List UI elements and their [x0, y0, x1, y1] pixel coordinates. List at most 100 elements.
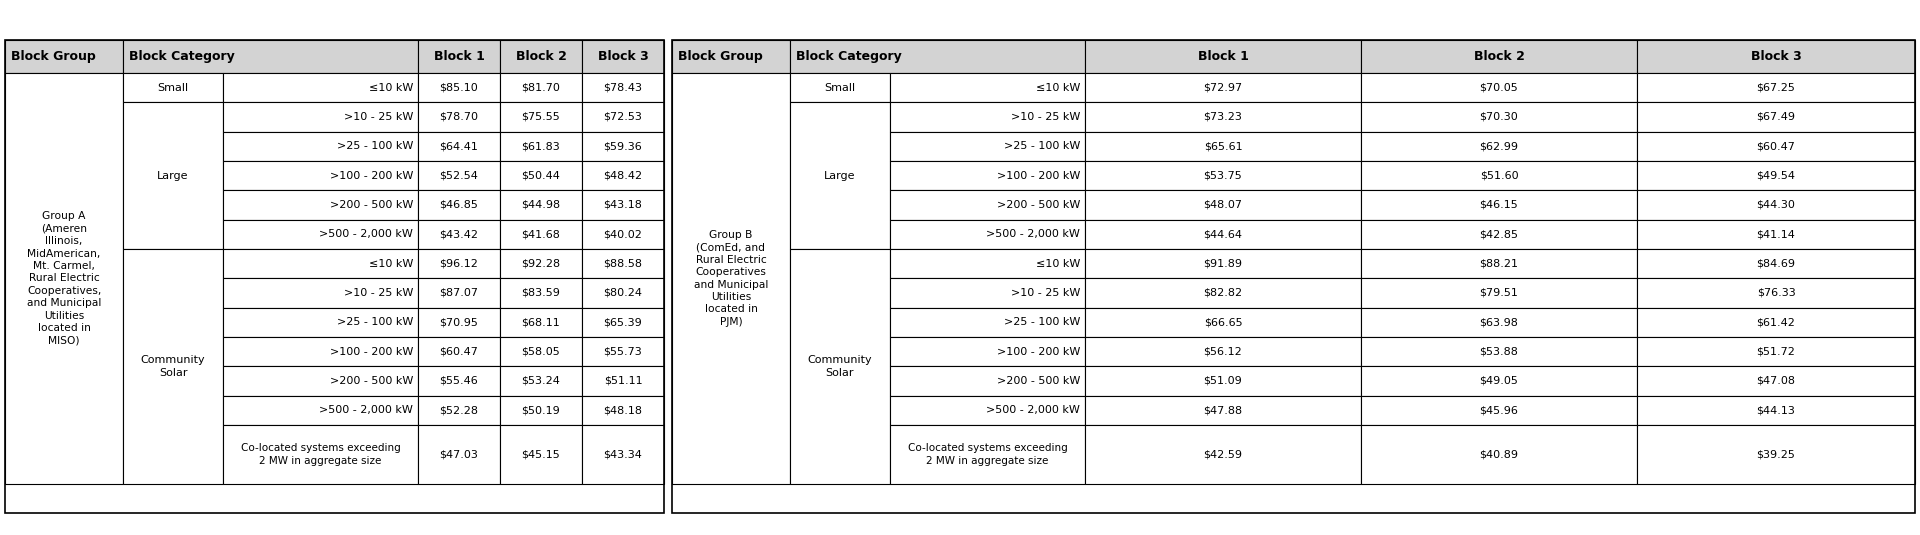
Text: $44.30: $44.30	[1757, 200, 1795, 210]
Text: >25 - 100 kW: >25 - 100 kW	[336, 317, 413, 327]
Bar	[582, 337, 664, 366]
Bar	[499, 366, 582, 396]
Text: >10 - 25 kW: >10 - 25 kW	[1010, 112, 1079, 122]
Text: $41.14: $41.14	[1757, 230, 1795, 239]
Text: ≤10 kW: ≤10 kW	[1035, 258, 1079, 269]
Bar	[499, 308, 582, 337]
Bar	[499, 396, 582, 425]
Text: Large: Large	[157, 171, 188, 181]
Text: $80.24: $80.24	[603, 288, 643, 298]
Text: $62.99: $62.99	[1480, 141, 1519, 151]
Text: $72.53: $72.53	[603, 112, 643, 122]
Bar	[1361, 73, 1638, 102]
Text: >100 - 200 kW: >100 - 200 kW	[330, 347, 413, 357]
Bar	[223, 161, 419, 190]
Text: ≤10 kW: ≤10 kW	[369, 83, 413, 93]
Bar	[789, 249, 891, 484]
Bar	[1638, 308, 1914, 337]
Bar	[1085, 396, 1361, 425]
Text: $88.58: $88.58	[603, 258, 643, 269]
Text: >25 - 100 kW: >25 - 100 kW	[336, 141, 413, 151]
Bar	[672, 40, 789, 73]
Bar	[891, 278, 1085, 308]
Bar	[1638, 40, 1914, 73]
Text: Block Category: Block Category	[797, 50, 902, 63]
Text: $46.85: $46.85	[440, 200, 478, 210]
Text: Block 3: Block 3	[597, 50, 649, 63]
Text: $43.34: $43.34	[603, 449, 643, 460]
Bar	[891, 425, 1085, 484]
Bar	[1638, 396, 1914, 425]
Text: $44.13: $44.13	[1757, 406, 1795, 415]
Text: $65.39: $65.39	[603, 317, 643, 327]
Bar	[419, 308, 499, 337]
Bar	[1361, 190, 1638, 220]
Text: $48.42: $48.42	[603, 171, 643, 181]
Bar	[1361, 366, 1638, 396]
Text: $45.96: $45.96	[1480, 406, 1519, 415]
Bar	[1638, 425, 1914, 484]
Bar	[582, 425, 664, 484]
Text: Small: Small	[157, 83, 188, 93]
Text: >10 - 25 kW: >10 - 25 kW	[344, 288, 413, 298]
Bar	[223, 220, 419, 249]
Text: $96.12: $96.12	[440, 258, 478, 269]
Bar	[582, 161, 664, 190]
Text: $75.55: $75.55	[522, 112, 561, 122]
Text: $55.73: $55.73	[603, 347, 643, 357]
Bar	[419, 337, 499, 366]
Bar	[1361, 308, 1638, 337]
Bar	[1085, 102, 1361, 132]
Text: $67.25: $67.25	[1757, 83, 1795, 93]
Text: $72.97: $72.97	[1204, 83, 1242, 93]
Bar	[582, 190, 664, 220]
Text: >500 - 2,000 kW: >500 - 2,000 kW	[987, 406, 1079, 415]
Bar	[1085, 366, 1361, 396]
Bar	[1361, 220, 1638, 249]
Bar	[1638, 366, 1914, 396]
Text: >25 - 100 kW: >25 - 100 kW	[1004, 317, 1079, 327]
Bar	[123, 102, 223, 249]
Text: Block Category: Block Category	[129, 50, 234, 63]
Bar	[582, 73, 664, 102]
Text: $44.98: $44.98	[522, 200, 561, 210]
Bar	[789, 40, 1085, 73]
Bar	[891, 308, 1085, 337]
Text: $42.59: $42.59	[1204, 449, 1242, 460]
Text: $40.89: $40.89	[1480, 449, 1519, 460]
Text: Block 1: Block 1	[434, 50, 484, 63]
Text: >200 - 500 kW: >200 - 500 kW	[330, 200, 413, 210]
Bar	[419, 73, 499, 102]
Text: >500 - 2,000 kW: >500 - 2,000 kW	[987, 230, 1079, 239]
Bar	[223, 73, 419, 102]
Bar	[6, 40, 123, 73]
Bar	[1085, 73, 1361, 102]
Text: $43.42: $43.42	[440, 230, 478, 239]
Text: $46.15: $46.15	[1480, 200, 1519, 210]
Bar	[223, 425, 419, 484]
Text: Small: Small	[824, 83, 856, 93]
Text: $63.98: $63.98	[1480, 317, 1519, 327]
Bar	[1638, 132, 1914, 161]
Text: $53.75: $53.75	[1204, 171, 1242, 181]
Bar	[419, 40, 499, 73]
Bar	[582, 132, 664, 161]
Bar	[419, 132, 499, 161]
Bar	[891, 161, 1085, 190]
Bar	[419, 396, 499, 425]
Text: $45.15: $45.15	[522, 449, 561, 460]
Bar	[499, 190, 582, 220]
Text: $59.36: $59.36	[603, 141, 643, 151]
Bar	[582, 396, 664, 425]
Text: $73.23: $73.23	[1204, 112, 1242, 122]
Text: ≤10 kW: ≤10 kW	[1035, 83, 1079, 93]
Text: $78.70: $78.70	[440, 112, 478, 122]
Bar	[1361, 102, 1638, 132]
Text: ≤10 kW: ≤10 kW	[369, 258, 413, 269]
Text: $87.07: $87.07	[440, 288, 478, 298]
Bar	[1638, 249, 1914, 278]
Text: >10 - 25 kW: >10 - 25 kW	[1010, 288, 1079, 298]
Bar	[499, 337, 582, 366]
Bar	[419, 190, 499, 220]
Text: $67.49: $67.49	[1757, 112, 1795, 122]
